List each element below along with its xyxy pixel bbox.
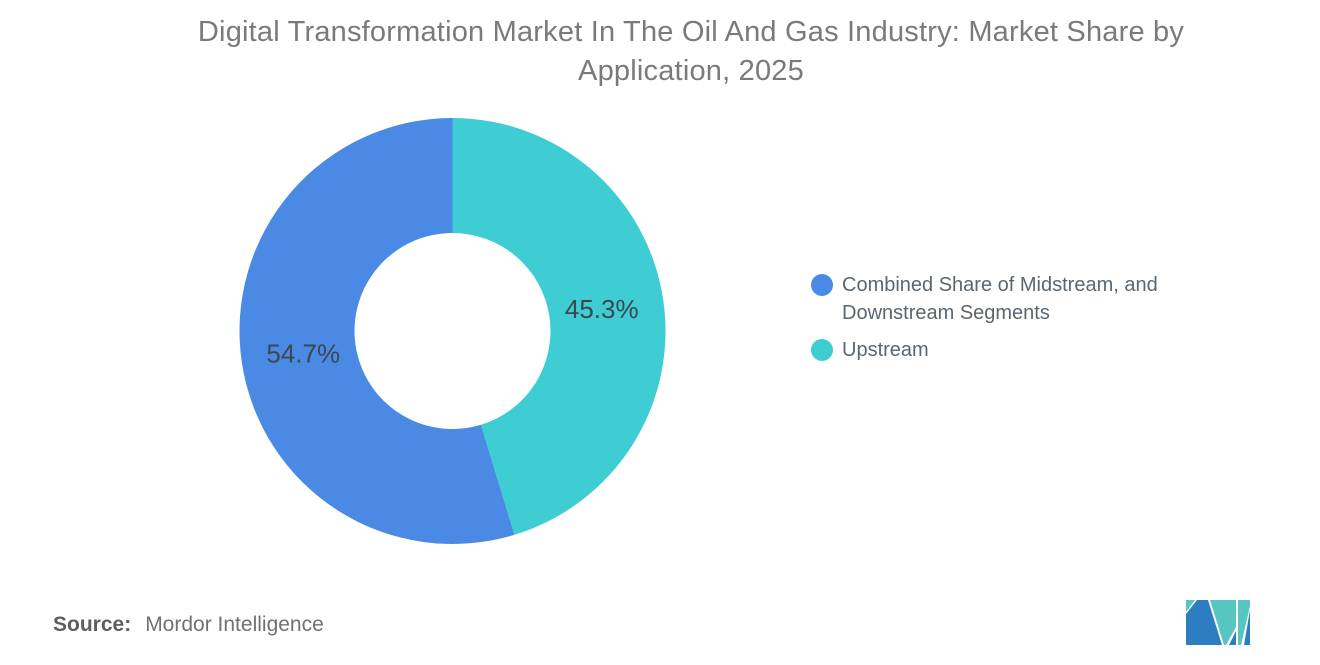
source-label: Source: xyxy=(53,613,132,636)
chart-title-line1: Digital Transformation Market In The Oil… xyxy=(197,16,1185,48)
segment-label: 54.7% xyxy=(266,338,340,368)
source-value: Mordor Intelligence xyxy=(145,613,324,636)
segment-label: 45.3% xyxy=(565,294,639,324)
chart-title-line2: Application, 2025 xyxy=(578,55,804,87)
logo-shape-blue-i-bottom xyxy=(1244,610,1250,645)
legend-label: Combined Share of Midstream, and Downstr… xyxy=(842,274,1158,324)
donut-segment xyxy=(239,118,515,544)
mordor-intelligence-logo xyxy=(1186,600,1250,645)
logo-shape-blue-m-stroke xyxy=(1186,600,1222,645)
logo-shape-teal-i-top xyxy=(1238,600,1250,645)
legend: Combined Share of Midstream, and Downstr… xyxy=(811,271,1221,373)
legend-dot xyxy=(811,274,833,296)
legend-item: Upstream xyxy=(811,336,1221,364)
legend-item: Combined Share of Midstream, and Downstr… xyxy=(811,271,1221,327)
legend-dot xyxy=(811,339,833,361)
source-attribution: Source: Mordor Intelligence xyxy=(53,613,324,637)
logo-shape-teal-corner xyxy=(1186,600,1195,612)
donut-segment xyxy=(452,118,666,535)
legend-label: Upstream xyxy=(842,339,929,361)
logo-shape-blue-corner xyxy=(1229,631,1236,645)
logo-shape-teal-wedge xyxy=(1210,600,1236,645)
chart-title: Digital Transformation Market In The Oil… xyxy=(66,13,1316,91)
